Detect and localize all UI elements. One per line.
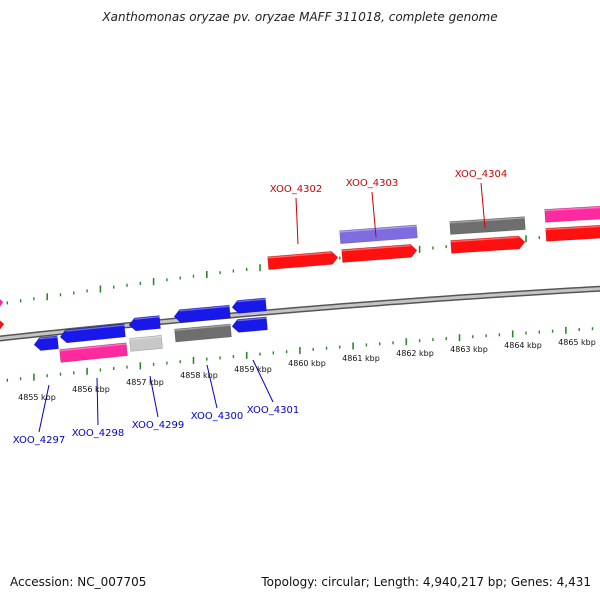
scale-label: 4862 kbp bbox=[396, 349, 434, 358]
gene-feature-xoo-4304-shape bbox=[450, 235, 526, 254]
gene-feature-edge-right-shape bbox=[545, 224, 600, 242]
leader-line-xoo-4303 bbox=[371, 191, 377, 238]
gene-feature-xoo-4304-top-highlight bbox=[449, 217, 525, 224]
gene-feature-xoo-4297[interactable] bbox=[33, 335, 59, 351]
gene-feature-xoo-4298-top[interactable] bbox=[59, 323, 126, 344]
gene-feature-xoo-4298-shape bbox=[59, 342, 128, 363]
gene-labels: XOO_4302 XOO_4303 XOO_4304 XOO_4297 XOO_4298… bbox=[13, 169, 507, 446]
gene-feature-edge-right-top[interactable] bbox=[544, 205, 600, 223]
accession-text: Accession: NC_007705 bbox=[10, 575, 147, 589]
gene-feature-xoo-4302[interactable] bbox=[267, 251, 339, 270]
scale-label: 4857 kbp bbox=[126, 378, 164, 387]
scale-label: 4855 kbp bbox=[18, 393, 56, 402]
gene-feature-xoo-4302-highlight bbox=[267, 251, 332, 259]
gene-features bbox=[0, 205, 600, 363]
scale-label: 4861 kbp bbox=[342, 354, 380, 363]
gene-feature-xoo-4303-top-highlight bbox=[339, 225, 417, 233]
gene-feature-xoo-4303-shape bbox=[341, 244, 418, 263]
gene-feature-xoo-4299-shape bbox=[129, 335, 163, 352]
gene-feature-xoo-4298-top-highlight bbox=[65, 324, 125, 332]
gene-feature-edge-pink[interactable] bbox=[0, 297, 4, 309]
leader-line-xoo-4302 bbox=[295, 197, 299, 245]
gene-feature-xoo-4297-shape bbox=[33, 335, 59, 351]
gene-feature-xoo-4303-highlight bbox=[341, 244, 411, 252]
label-leader-lines bbox=[38, 182, 486, 433]
gene-feature-xoo-4300-top-highlight bbox=[179, 305, 230, 312]
gene-feature-xoo-4303-top-shape bbox=[339, 224, 418, 245]
gene-feature-xoo-4301-shape bbox=[231, 316, 268, 333]
gene-feature-xoo-4301-top[interactable] bbox=[231, 297, 267, 314]
leader-line-xoo-4297 bbox=[38, 384, 50, 433]
gene-feature-xoo-4303[interactable] bbox=[341, 244, 418, 263]
gene-feature-xoo-4304-highlight bbox=[450, 236, 519, 243]
kbp-scale-labels: 4855 kbp 4856 kbp 4857 kbp 4858 kbp 4859 kbp… bbox=[18, 338, 596, 402]
scale-label: 4860 kbp bbox=[288, 359, 326, 368]
gene-feature-edge-pink-shape bbox=[0, 297, 4, 309]
gene-label-xoo-4300[interactable]: XOO_4300 bbox=[191, 411, 243, 422]
scale-label: 4864 kbp bbox=[504, 341, 542, 350]
gene-label-xoo-4302[interactable]: XOO_4302 bbox=[270, 184, 322, 195]
gene-feature-xoo-4300-highlight bbox=[174, 324, 231, 331]
gene-feature-edge-red[interactable] bbox=[0, 319, 5, 331]
gene-feature-xoo-4297-highlight bbox=[39, 336, 58, 340]
gene-label-xoo-4297[interactable]: XOO_4297 bbox=[13, 435, 65, 446]
gene-feature-xoo-4304-top[interactable] bbox=[449, 216, 526, 235]
gene-feature-xoo-4298-top-shape bbox=[59, 323, 126, 344]
leader-line-xoo-4304 bbox=[480, 182, 486, 229]
gene-feature-edge-right-top-highlight bbox=[544, 206, 600, 212]
scale-label: 4865 kbp bbox=[558, 338, 596, 347]
leader-line-xoo-4298 bbox=[96, 377, 99, 426]
gene-feature-xoo-4299-top-highlight bbox=[134, 316, 160, 320]
scale-label: 4859 kbp bbox=[234, 365, 272, 374]
leader-line-xoo-4301 bbox=[252, 359, 274, 403]
gene-feature-xoo-4299-top-shape bbox=[128, 315, 161, 332]
genome-title: Xanthomonas oryzae pv. oryzae MAFF 31101… bbox=[102, 10, 498, 24]
gene-feature-xoo-4304-top-shape bbox=[449, 216, 526, 235]
lower-tick-track bbox=[6, 326, 594, 382]
gene-feature-xoo-4301-top-highlight bbox=[237, 298, 266, 303]
gene-feature-xoo-4303-top[interactable] bbox=[339, 224, 418, 245]
gene-feature-edge-red-shape bbox=[0, 319, 5, 331]
gene-feature-xoo-4300-top-shape bbox=[173, 304, 231, 323]
genome-stats-text: Topology: circular; Length: 4,940,217 bp… bbox=[261, 575, 591, 589]
gene-feature-xoo-4299-highlight bbox=[129, 335, 162, 341]
scale-label: 4863 kbp bbox=[450, 345, 488, 354]
gene-feature-xoo-4301-highlight bbox=[237, 317, 267, 322]
gene-feature-xoo-4299-top[interactable] bbox=[128, 315, 161, 332]
scale-label: 4858 kbp bbox=[180, 371, 218, 380]
leader-line-xoo-4299 bbox=[149, 375, 159, 418]
gene-feature-xoo-4304[interactable] bbox=[450, 235, 526, 254]
gene-feature-xoo-4300[interactable] bbox=[174, 323, 232, 343]
gene-feature-edge-right[interactable] bbox=[545, 224, 600, 242]
scale-label: 4856 kbp bbox=[72, 385, 110, 394]
gene-feature-xoo-4302-shape bbox=[267, 251, 339, 270]
gene-feature-xoo-4298[interactable] bbox=[59, 342, 128, 363]
gene-feature-xoo-4300-top[interactable] bbox=[173, 304, 231, 323]
gene-label-xoo-4299[interactable]: XOO_4299 bbox=[132, 420, 184, 431]
gene-feature-xoo-4301-top-shape bbox=[231, 297, 267, 314]
gene-feature-xoo-4298-highlight bbox=[59, 343, 127, 352]
gene-feature-edge-right-top-shape bbox=[544, 205, 600, 223]
gene-feature-xoo-4299[interactable] bbox=[129, 335, 163, 352]
gene-feature-xoo-4300-shape bbox=[174, 323, 232, 343]
gene-feature-xoo-4301[interactable] bbox=[231, 316, 268, 333]
gene-label-xoo-4303[interactable]: XOO_4303 bbox=[346, 178, 398, 189]
gene-label-xoo-4304[interactable]: XOO_4304 bbox=[455, 169, 507, 180]
gene-label-xoo-4298[interactable]: XOO_4298 bbox=[72, 428, 124, 439]
gene-feature-edge-right-highlight bbox=[545, 225, 600, 231]
leader-line-xoo-4300 bbox=[206, 364, 218, 409]
gene-label-xoo-4301[interactable]: XOO_4301 bbox=[247, 405, 299, 416]
